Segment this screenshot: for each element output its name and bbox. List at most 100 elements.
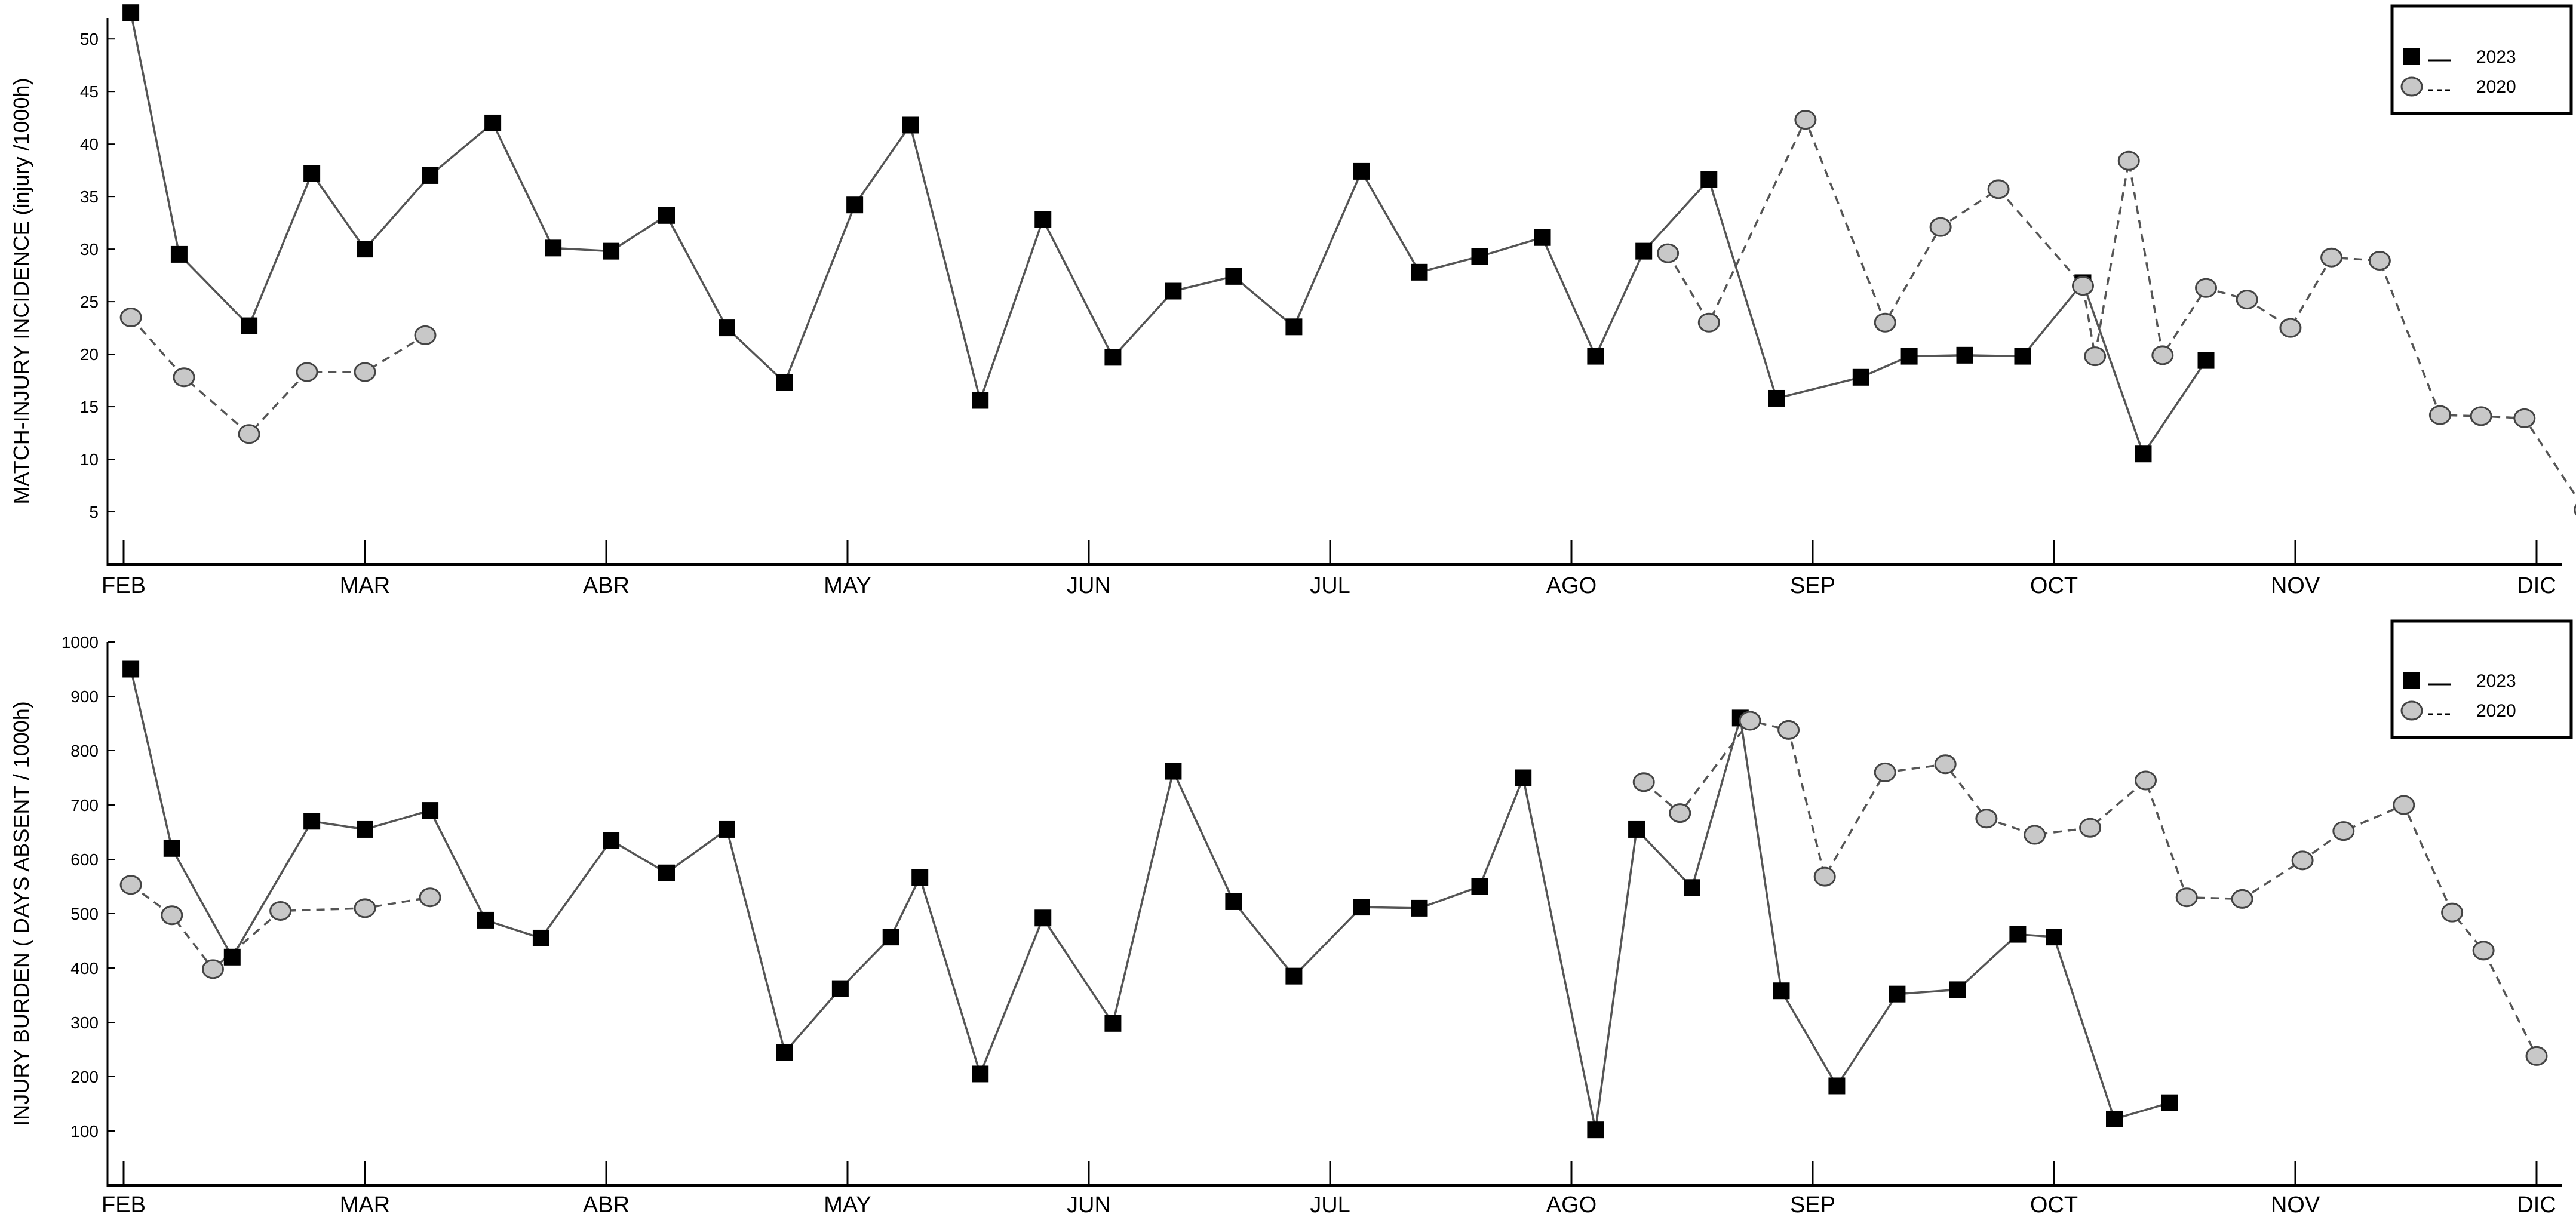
burden-series-2023-point: [719, 820, 735, 838]
incidence-x-tick-label: JUN: [1067, 573, 1111, 598]
incidence-series-2023-point: [1852, 368, 1869, 386]
burden-series-2020-line: [130, 884, 431, 971]
burden-series-2020-point: [269, 901, 292, 921]
burden-series-2020-point: [2441, 902, 2464, 923]
incidence-series-2023-point: [357, 241, 373, 258]
incidence-x-tick-label: DIC: [2517, 573, 2556, 598]
burden-series-2023-point: [1949, 981, 1966, 998]
burden-series-2020-point: [354, 898, 376, 918]
burden-y-tick-label: 900: [70, 687, 99, 706]
incidence-series-2020-point: [1657, 243, 1680, 263]
incidence-series-2023-point: [1635, 242, 1653, 260]
incidence-series-2023-point: [658, 207, 675, 224]
burden-series-2023-point: [1104, 1015, 1122, 1032]
incidence-series-2023-point: [545, 239, 562, 257]
burden-series-2023-point: [122, 660, 140, 678]
burden-series-2020-point: [2393, 795, 2415, 815]
incidence-x-tick-label: JUL: [1310, 573, 1350, 598]
burden-series-2020-point: [1813, 866, 1836, 887]
burden-series-2020-point: [1975, 809, 1998, 829]
incidence-x-tick-label: MAR: [340, 573, 390, 598]
burden-x-tick-label: AGO: [1546, 1193, 1596, 1217]
incidence-x-tick-label: FEB: [102, 573, 146, 598]
incidence-legend-marker-2020: [2400, 76, 2423, 97]
burden-series-2023-point: [1165, 763, 1182, 780]
incidence-y-tick-label: 45: [80, 82, 99, 101]
incidence-series-2020-point: [1697, 312, 1720, 333]
incidence-series-2023-point: [484, 114, 502, 131]
burden-y-tick-label: 400: [70, 959, 99, 978]
incidence-series-2023-point: [170, 245, 188, 263]
burden-x-tick-label: JUL: [1310, 1193, 1350, 1217]
incidence-y-tick-label: 40: [80, 135, 99, 153]
incidence-legend-marker-2023: [2403, 48, 2420, 65]
incidence-series-2023-point: [422, 167, 439, 184]
incidence-series-2020-point: [2236, 290, 2258, 310]
incidence-series-2023-point: [303, 165, 321, 182]
incidence-series-2020-point: [2151, 345, 2174, 365]
burden-series-2020-point: [1632, 772, 1655, 792]
burden-series-2023-point: [1353, 899, 1370, 916]
burden-series-2020-point: [2525, 1046, 2548, 1066]
burden-series-2023-point: [1628, 820, 1645, 838]
burden-series-2023-point: [1773, 982, 1790, 1000]
burden-series-2020-point: [201, 959, 224, 979]
incidence-series-2020-point: [2470, 406, 2492, 426]
burden-series-2023-point: [882, 929, 899, 946]
burden-series-2023-point: [1587, 1121, 1604, 1139]
burden-series-2023-point: [1411, 899, 1428, 917]
incidence-series-2020-point: [1874, 312, 1896, 333]
burden-series-2020-line: [1643, 720, 2538, 1057]
incidence-series-2023-point: [1165, 282, 1182, 300]
burden-series-2023-point: [911, 869, 929, 886]
incidence-series-2023-point: [776, 374, 793, 391]
burden-legend-marker-2023: [2403, 672, 2420, 689]
incidence-legend: 2023 2020: [2390, 4, 2573, 115]
burden-series-2020-point: [2079, 818, 2102, 838]
incidence-series-2020-point: [2574, 503, 2576, 516]
burden-series-2023-point: [776, 1044, 793, 1061]
incidence-series-2023-point: [1471, 248, 1488, 265]
incidence-y-axis-label: MATCH-INJURY INCIDENCE (injury /1000h): [9, 78, 33, 504]
burden-x-tick-label: DIC: [2517, 1193, 2556, 1217]
incidence-series-2020-point: [173, 367, 195, 388]
incidence-legend-label-2020: 2020: [2476, 77, 2516, 97]
burden-series-2023-point: [2106, 1110, 2123, 1127]
burden-x-tick-label: MAR: [340, 1193, 390, 1217]
burden-y-tick-label: 600: [70, 850, 99, 869]
incidence-series-2023-point: [1534, 229, 1551, 246]
incidence-series-2023-point: [846, 196, 864, 214]
burden-series-2020-point: [2291, 850, 2314, 871]
burden-series-2023-point: [223, 948, 241, 966]
incidence-series-2020-point: [296, 362, 318, 382]
burden-series-2020-point: [419, 887, 441, 908]
incidence-series-2023-point: [1900, 348, 1918, 365]
incidence-y-tick-label: 30: [80, 240, 99, 259]
burden-y-tick-label: 100: [70, 1122, 99, 1141]
burden-series-2023-point: [1034, 909, 1052, 927]
burden-x-tick-label: MAY: [824, 1193, 871, 1217]
burden-series-2020-point: [1934, 754, 1957, 775]
incidence-y-tick-label: 15: [80, 398, 99, 416]
incidence-series-2020-point: [2084, 346, 2107, 367]
burden-series-2020-point: [2472, 941, 2495, 961]
incidence-series-2020-point: [1929, 217, 1952, 237]
incidence-y-tick-label: 50: [80, 30, 99, 48]
burden-series-2023-point: [2046, 929, 2062, 946]
incidence-series-2020-point: [414, 325, 437, 345]
incidence-x-tick-label: NOV: [2271, 573, 2320, 598]
incidence-series-2023-point: [1285, 318, 1303, 336]
incidence-series-2023-point: [1411, 263, 1428, 281]
incidence-series-2020-point: [2195, 278, 2218, 298]
burden-series-2023-point: [2009, 926, 2027, 943]
incidence-y-tick-label: 35: [80, 188, 99, 206]
burden-x-tick-label: OCT: [2030, 1193, 2078, 1217]
burden-series-2020-point: [161, 905, 183, 926]
incidence-series-2023-line: [130, 12, 2207, 457]
burden-y-tick-label: 200: [70, 1068, 99, 1086]
burden-series-2020-point: [1874, 762, 1896, 782]
burden-series-2020-point: [2231, 889, 2253, 909]
burden-y-tick-label: 1000: [62, 633, 99, 651]
incidence-series-2023-point: [1587, 348, 1604, 365]
